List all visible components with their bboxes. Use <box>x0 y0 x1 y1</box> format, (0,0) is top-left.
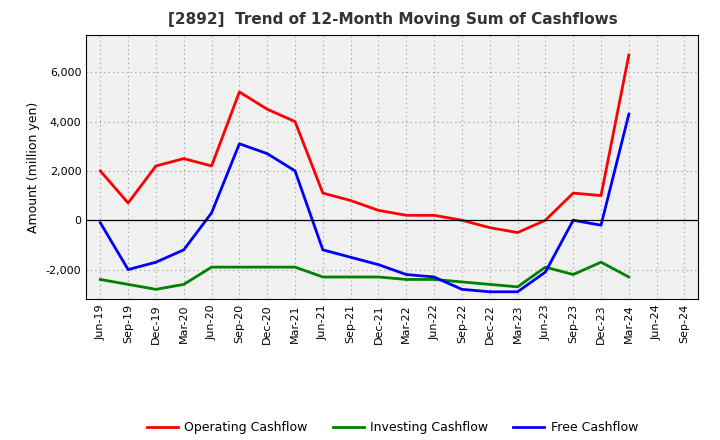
Operating Cashflow <box>624 52 633 58</box>
Free Cashflow <box>430 275 438 280</box>
Investing Cashflow <box>318 275 327 280</box>
Operating Cashflow <box>458 218 467 223</box>
Free Cashflow <box>318 247 327 253</box>
Line: Free Cashflow: Free Cashflow <box>100 114 629 292</box>
Free Cashflow <box>485 289 494 294</box>
Operating Cashflow <box>541 218 550 223</box>
Operating Cashflow <box>235 89 243 95</box>
Free Cashflow <box>291 168 300 173</box>
Operating Cashflow <box>569 191 577 196</box>
Operating Cashflow <box>179 156 188 161</box>
Free Cashflow <box>346 255 355 260</box>
Operating Cashflow <box>430 213 438 218</box>
Investing Cashflow <box>541 264 550 270</box>
Investing Cashflow <box>235 264 243 270</box>
Free Cashflow <box>374 262 383 267</box>
Operating Cashflow <box>402 213 410 218</box>
Free Cashflow <box>152 260 161 265</box>
Operating Cashflow <box>318 191 327 196</box>
Operating Cashflow <box>485 225 494 230</box>
Investing Cashflow <box>263 264 271 270</box>
Free Cashflow <box>597 223 606 228</box>
Free Cashflow <box>569 218 577 223</box>
Investing Cashflow <box>513 284 522 290</box>
Legend: Operating Cashflow, Investing Cashflow, Free Cashflow: Operating Cashflow, Investing Cashflow, … <box>142 416 643 439</box>
Investing Cashflow <box>346 275 355 280</box>
Free Cashflow <box>96 220 104 225</box>
Investing Cashflow <box>597 260 606 265</box>
Investing Cashflow <box>485 282 494 287</box>
Investing Cashflow <box>179 282 188 287</box>
Investing Cashflow <box>96 277 104 282</box>
Free Cashflow <box>541 269 550 275</box>
Free Cashflow <box>402 272 410 277</box>
Investing Cashflow <box>458 279 467 285</box>
Free Cashflow <box>207 210 216 216</box>
Title: [2892]  Trend of 12-Month Moving Sum of Cashflows: [2892] Trend of 12-Month Moving Sum of C… <box>168 12 617 27</box>
Operating Cashflow <box>374 208 383 213</box>
Investing Cashflow <box>374 275 383 280</box>
Operating Cashflow <box>597 193 606 198</box>
Investing Cashflow <box>124 282 132 287</box>
Operating Cashflow <box>263 106 271 112</box>
Line: Operating Cashflow: Operating Cashflow <box>100 55 629 233</box>
Free Cashflow <box>458 287 467 292</box>
Operating Cashflow <box>152 163 161 169</box>
Free Cashflow <box>235 141 243 147</box>
Line: Investing Cashflow: Investing Cashflow <box>100 262 629 290</box>
Y-axis label: Amount (million yen): Amount (million yen) <box>27 102 40 233</box>
Operating Cashflow <box>124 200 132 205</box>
Investing Cashflow <box>152 287 161 292</box>
Free Cashflow <box>263 151 271 156</box>
Investing Cashflow <box>430 277 438 282</box>
Investing Cashflow <box>402 277 410 282</box>
Operating Cashflow <box>346 198 355 203</box>
Investing Cashflow <box>569 272 577 277</box>
Operating Cashflow <box>207 163 216 169</box>
Operating Cashflow <box>96 168 104 173</box>
Free Cashflow <box>124 267 132 272</box>
Free Cashflow <box>624 111 633 117</box>
Operating Cashflow <box>513 230 522 235</box>
Investing Cashflow <box>291 264 300 270</box>
Free Cashflow <box>513 289 522 294</box>
Free Cashflow <box>179 247 188 253</box>
Investing Cashflow <box>624 275 633 280</box>
Operating Cashflow <box>291 119 300 124</box>
Investing Cashflow <box>207 264 216 270</box>
